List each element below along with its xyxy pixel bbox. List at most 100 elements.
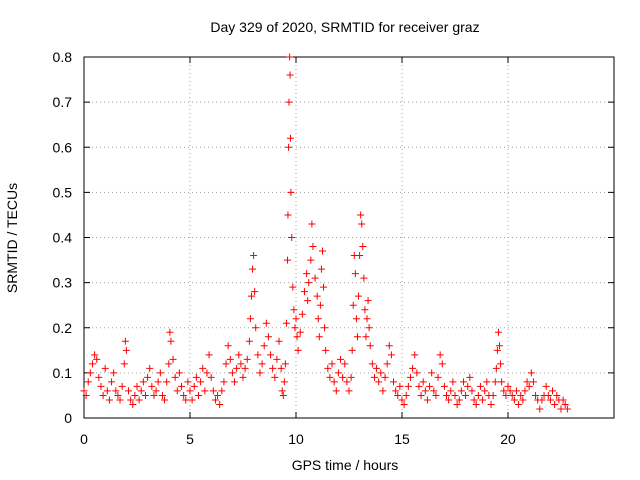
data-point — [487, 400, 495, 408]
data-point — [362, 333, 370, 341]
data-point — [290, 306, 298, 314]
data-point — [470, 396, 478, 404]
data-point — [363, 315, 371, 323]
data-point — [365, 324, 373, 332]
data-point — [502, 391, 510, 399]
data-point — [383, 360, 391, 368]
data-point — [347, 373, 355, 381]
y-tick-label: 0.3 — [53, 275, 73, 291]
data-point — [103, 387, 111, 395]
y-tick-label: 0 — [64, 410, 72, 426]
data-point — [348, 346, 356, 354]
data-point — [271, 373, 279, 381]
data-point — [101, 364, 109, 372]
data-point — [141, 391, 149, 399]
data-point — [553, 391, 561, 399]
y-tick-label: 0.7 — [53, 94, 73, 110]
data-point — [322, 346, 330, 354]
data-point — [294, 346, 302, 354]
y-tick-label: 0.5 — [53, 184, 73, 200]
data-point — [402, 391, 410, 399]
data-point — [235, 351, 243, 359]
data-point — [500, 387, 508, 395]
data-point — [144, 373, 152, 381]
data-point — [278, 387, 286, 395]
data-point — [211, 396, 219, 404]
data-point — [311, 274, 319, 282]
data-point — [544, 391, 552, 399]
data-point — [95, 373, 103, 381]
data-point — [243, 355, 251, 363]
data-point — [125, 387, 133, 395]
data-point — [188, 396, 196, 404]
data-point — [166, 328, 174, 336]
data-point — [481, 387, 489, 395]
data-point — [404, 382, 412, 390]
data-point — [330, 378, 338, 386]
data-point — [468, 387, 476, 395]
data-point — [430, 387, 438, 395]
data-point — [455, 396, 463, 404]
data-point — [489, 391, 497, 399]
data-point — [381, 373, 389, 381]
data-point — [300, 288, 308, 296]
data-point — [282, 319, 290, 327]
y-tick-labels: 0 0.1 0.2 0.3 0.4 0.5 0.6 0.7 0.8 — [53, 49, 73, 426]
data-point — [167, 337, 175, 345]
data-point — [337, 355, 345, 363]
data-point — [256, 369, 264, 377]
data-point — [169, 355, 177, 363]
data-point — [205, 351, 213, 359]
data-point — [472, 400, 480, 408]
data-point — [432, 391, 440, 399]
data-point — [521, 387, 529, 395]
data-point — [237, 360, 245, 368]
data-point — [536, 405, 544, 413]
data-point — [559, 396, 567, 404]
data-point — [542, 382, 550, 390]
data-point — [173, 387, 181, 395]
data-point — [436, 351, 444, 359]
data-point — [105, 396, 113, 404]
data-point — [163, 378, 171, 386]
data-point — [413, 369, 421, 377]
data-point — [326, 373, 334, 381]
data-point — [506, 387, 514, 395]
data-point — [182, 396, 190, 404]
data-point — [116, 396, 124, 404]
data-point — [453, 400, 461, 408]
data-point — [423, 396, 431, 404]
data-point — [398, 396, 406, 404]
data-point — [464, 382, 472, 390]
data-point — [203, 369, 211, 377]
data-point — [190, 382, 198, 390]
data-point — [131, 391, 139, 399]
data-point — [80, 387, 88, 395]
data-point — [222, 360, 230, 368]
data-point — [387, 351, 395, 359]
data-point — [114, 391, 122, 399]
data-point — [451, 391, 459, 399]
data-point — [341, 360, 349, 368]
data-point — [324, 364, 332, 372]
data-point — [233, 364, 241, 372]
x-tick-label: 20 — [500, 431, 516, 447]
data-point — [496, 342, 504, 350]
data-point — [231, 378, 239, 386]
data-point — [459, 378, 467, 386]
data-point — [175, 369, 183, 377]
data-point — [284, 256, 292, 264]
data-points — [80, 53, 571, 413]
data-point — [199, 364, 207, 372]
data-point — [281, 360, 289, 368]
y-tick-label: 0.4 — [53, 230, 73, 246]
data-point — [309, 243, 317, 251]
data-point — [538, 396, 546, 404]
data-point — [135, 396, 143, 404]
data-point — [99, 391, 107, 399]
data-point — [308, 220, 316, 228]
data-point — [201, 387, 209, 395]
data-point — [178, 382, 186, 390]
data-point — [285, 98, 293, 106]
